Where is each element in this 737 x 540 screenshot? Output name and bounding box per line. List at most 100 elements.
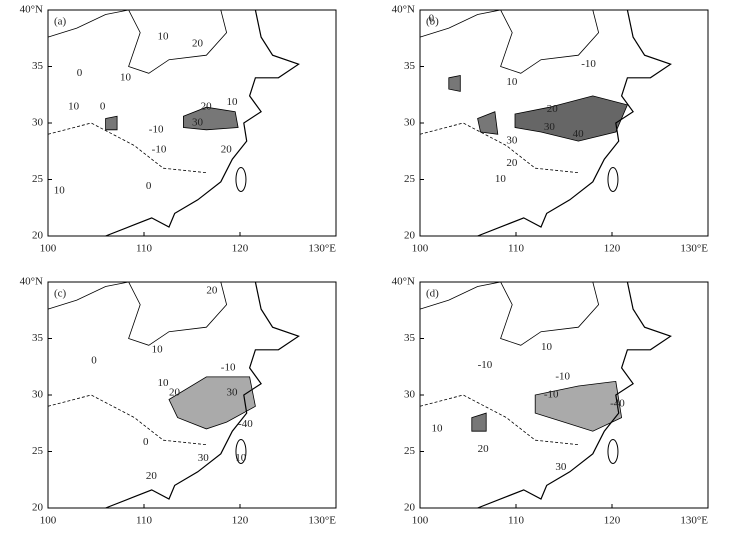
contour-label: 0 bbox=[100, 101, 106, 113]
shaded-area bbox=[514, 95, 628, 142]
lon-tick-label: 100 bbox=[412, 243, 429, 255]
contour-line bbox=[419, 9, 600, 74]
contour-label: 20 bbox=[201, 101, 213, 113]
taiwan bbox=[235, 167, 247, 192]
lon-tick-label: 130°E bbox=[680, 515, 708, 527]
contour-line bbox=[47, 281, 228, 346]
map-panel: (c) 201001020-1030-40030201040°N353025201… bbox=[20, 276, 337, 527]
contour-label: 30 bbox=[192, 117, 204, 129]
contour-label: 10 bbox=[495, 173, 507, 185]
lon-tick-label: 120 bbox=[604, 515, 621, 527]
lon-tick-label: 130°E bbox=[680, 243, 708, 255]
lon-tick-label: 120 bbox=[232, 243, 249, 255]
contour-label: -10 bbox=[149, 123, 164, 135]
lat-tick-label: 40°N bbox=[20, 4, 43, 16]
contour-label: -10 bbox=[555, 370, 570, 382]
contour-label: 10 bbox=[68, 101, 80, 113]
taiwan bbox=[235, 439, 247, 464]
lat-tick-label: 20 bbox=[32, 502, 44, 514]
contour-label: -40 bbox=[610, 398, 625, 410]
contour-label: 30 bbox=[506, 135, 518, 147]
lon-tick-label: 100 bbox=[40, 243, 57, 255]
panel-label: (d) bbox=[426, 288, 439, 300]
contour-label: 10 bbox=[157, 31, 169, 43]
shaded-area bbox=[534, 380, 623, 432]
contour-label: 30 bbox=[198, 452, 210, 464]
lat-tick-label: 30 bbox=[404, 117, 416, 129]
contour-label: 10 bbox=[54, 184, 65, 196]
lon-tick-label: 110 bbox=[136, 243, 153, 255]
panel-label: (c) bbox=[54, 288, 67, 300]
panel-label: (b) bbox=[426, 16, 439, 28]
coastline bbox=[477, 9, 672, 237]
lat-tick-label: 25 bbox=[32, 445, 44, 457]
contour-label: 30 bbox=[544, 121, 556, 133]
contour-label: 0 bbox=[146, 180, 152, 192]
contour-label: 10 bbox=[235, 452, 247, 464]
lat-tick-label: 35 bbox=[32, 60, 44, 72]
lon-tick-label: 100 bbox=[40, 515, 57, 527]
lat-tick-label: 25 bbox=[404, 445, 416, 457]
contour-label: 10 bbox=[152, 343, 164, 355]
lat-tick-label: 20 bbox=[404, 502, 416, 514]
contour-label: 20 bbox=[206, 285, 218, 297]
contour-label: 30 bbox=[227, 386, 239, 398]
shaded-area bbox=[448, 75, 461, 92]
coastline bbox=[105, 9, 300, 237]
contour-label: 10 bbox=[432, 422, 444, 434]
contour-label: 10 bbox=[506, 76, 518, 88]
contour-label: 20 bbox=[221, 144, 233, 156]
contour-line bbox=[419, 281, 600, 346]
shaded-area bbox=[168, 376, 256, 430]
lon-tick-label: 100 bbox=[412, 515, 429, 527]
lon-tick-label: 110 bbox=[508, 243, 525, 255]
lat-tick-label: 25 bbox=[32, 173, 44, 185]
contour-label: -40 bbox=[238, 418, 253, 430]
contour-label: 20 bbox=[192, 37, 204, 49]
lat-tick-label: 30 bbox=[32, 117, 44, 129]
lon-tick-label: 120 bbox=[604, 243, 621, 255]
taiwan bbox=[607, 439, 619, 464]
lon-tick-label: 110 bbox=[508, 515, 525, 527]
lat-tick-label: 40°N bbox=[392, 276, 415, 288]
shaded-area bbox=[471, 412, 487, 432]
lat-tick-label: 35 bbox=[32, 332, 44, 344]
lat-tick-label: 25 bbox=[404, 173, 416, 185]
lon-tick-label: 110 bbox=[136, 515, 153, 527]
coastline bbox=[105, 281, 300, 509]
contour-label: 10 bbox=[157, 377, 169, 389]
lat-tick-label: 35 bbox=[404, 332, 416, 344]
contour-label: -10 bbox=[152, 144, 167, 156]
shaded-area bbox=[105, 115, 118, 131]
lon-tick-label: 130°E bbox=[308, 243, 336, 255]
shaded-area bbox=[477, 111, 499, 135]
contour-label: -10 bbox=[221, 361, 236, 373]
lat-tick-label: 30 bbox=[404, 389, 416, 401]
contour-label: 40 bbox=[573, 128, 585, 140]
lat-tick-label: 40°N bbox=[20, 276, 43, 288]
contour-label: 10 bbox=[541, 341, 553, 353]
contour-label: 10 bbox=[120, 71, 132, 83]
map-frame bbox=[47, 281, 337, 509]
lat-tick-label: 35 bbox=[404, 60, 416, 72]
contour-label: 0 bbox=[429, 13, 435, 25]
contour-label: 20 bbox=[506, 157, 518, 169]
lat-tick-label: 20 bbox=[32, 230, 44, 242]
contour-label: 0 bbox=[91, 355, 97, 367]
panel-label: (a) bbox=[54, 16, 67, 28]
lon-tick-label: 120 bbox=[232, 515, 249, 527]
lon-tick-label: 130°E bbox=[308, 515, 336, 527]
contour-label: 20 bbox=[478, 443, 490, 455]
contour-label: 0 bbox=[143, 436, 149, 448]
contour-label: 20 bbox=[146, 470, 158, 482]
contour-label: -10 bbox=[544, 389, 559, 401]
lat-tick-label: 40°N bbox=[392, 4, 415, 16]
lat-tick-label: 20 bbox=[404, 230, 416, 242]
contour-label: 30 bbox=[555, 461, 567, 473]
contour-label: 10 bbox=[227, 96, 239, 108]
contour-label: -10 bbox=[478, 359, 493, 371]
shaded-area bbox=[183, 106, 239, 131]
